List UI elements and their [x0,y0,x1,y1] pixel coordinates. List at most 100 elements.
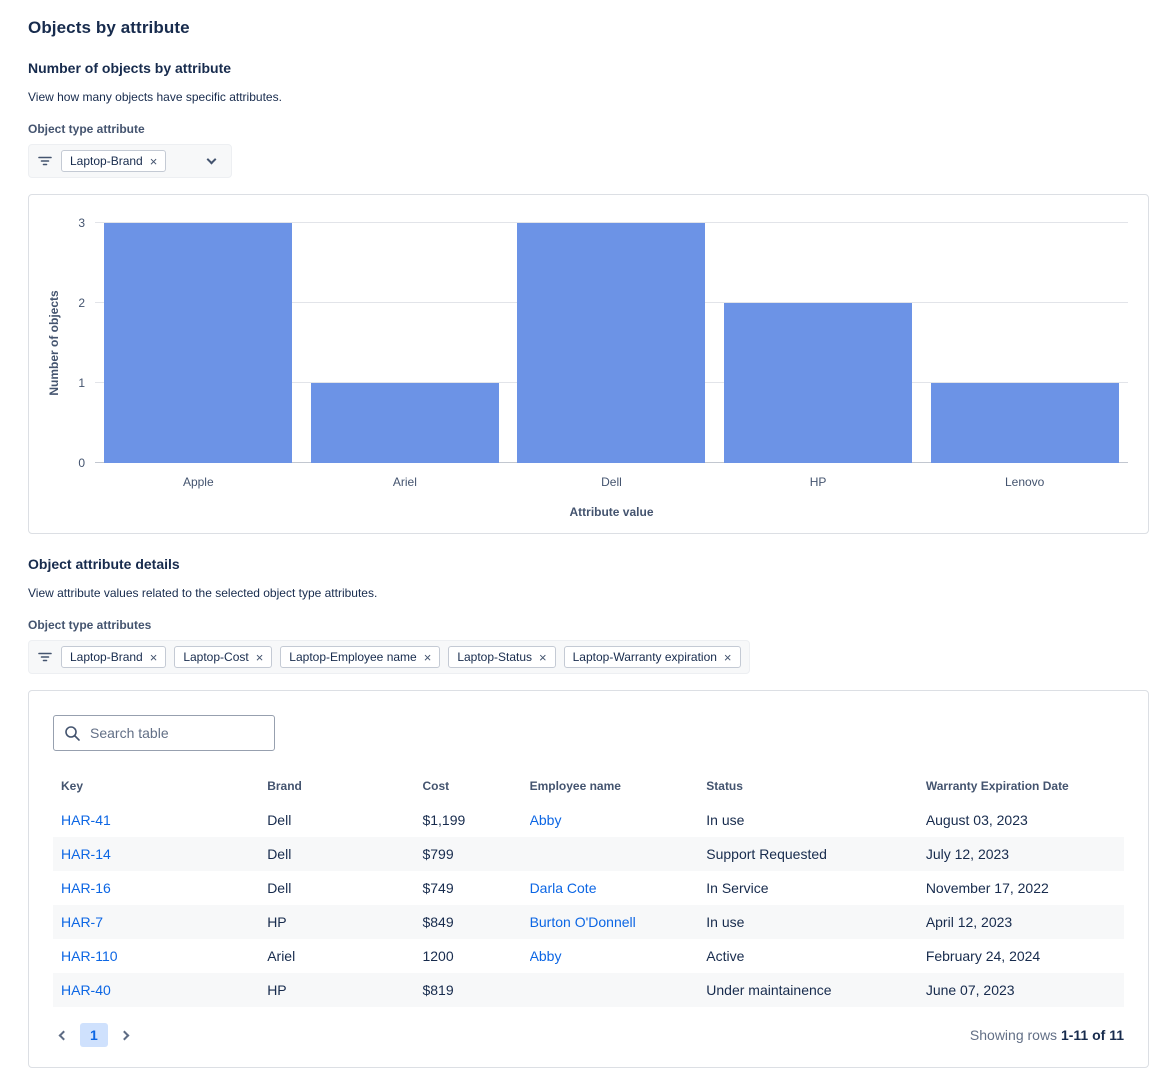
table-row: HAR-40 HP $819 Under maintainence June 07, 2… [53,973,1124,1007]
table-row: HAR-7 HP $849 Burton O'Donnell In use April 1… [53,905,1124,939]
plot-column: Apple Ariel Dell HP Lenovo Attribute value [95,222,1128,519]
employee-link[interactable]: Abby [529,948,562,964]
cell-employee-name: Burton O'Donnell [530,905,707,939]
cell-brand: HP [267,982,287,998]
bar-hp[interactable] [724,303,913,463]
pager: 1 [53,1023,135,1047]
section-description: View attribute values related to the sel… [28,586,378,600]
bar-apple[interactable] [104,223,293,463]
employee-link[interactable]: Abby [529,812,562,828]
x-axis-labels: Apple Ariel Dell HP Lenovo [95,475,1128,489]
cell-employee-name [530,837,707,871]
filter-label: Object type attribute [28,122,145,136]
bar-ariel[interactable] [310,383,499,463]
cell-brand: Dell [267,880,292,896]
column-header-key[interactable]: Key [61,779,84,793]
bar-dell[interactable] [517,223,706,463]
bar-band [302,223,509,463]
search-icon [63,724,81,747]
object-key-link[interactable]: HAR-14 [61,846,111,862]
y-tick-label: 3 [78,216,85,230]
bar-lenovo[interactable] [930,383,1119,463]
cell-status: Active [706,948,745,964]
cell-warranty-expiration-date: April 12, 2023 [925,914,1013,930]
cell-key: HAR-40 [53,973,267,1007]
x-tick-label: Ariel [392,475,417,489]
object-key-link[interactable]: HAR-40 [61,982,111,998]
cell-cost: $819 [422,982,454,998]
bar-band [95,223,302,463]
cell-brand: Ariel [267,948,296,964]
cell-brand: Dell [267,846,292,862]
cell-warranty-expiration-date: November 17, 2022 [925,880,1049,896]
chevron-left-icon [58,1030,69,1040]
cell-warranty-expiration-date: August 03, 2023 [925,812,1028,828]
object-key-link[interactable]: HAR-16 [61,880,111,896]
filter-tag[interactable]: Laptop-Status × [448,646,556,668]
column-header-warranty-expiration-date[interactable]: Warranty Expiration Date [925,779,1069,793]
remove-tag-icon[interactable]: × [723,649,732,665]
filter-tag-label: Laptop-Cost [183,650,249,664]
column-header-status[interactable]: Status [706,779,743,793]
cell-key: HAR-41 [53,803,267,837]
y-tick-label: 2 [78,296,85,311]
cell-employee-name: Abby [530,803,707,837]
y-tick-label: 0 [78,456,85,470]
filter-tag[interactable]: Laptop-Brand × [61,646,167,668]
filter-tag-label: Laptop-Status [457,650,533,664]
y-tick-label: 1 [78,376,85,391]
cell-employee-name [530,973,707,1007]
search-table-input[interactable] [53,715,275,751]
bar-band [921,223,1128,463]
filter-tag[interactable]: Laptop-Employee name × [280,646,441,668]
prev-page-button[interactable] [53,1026,74,1045]
remove-tag-icon[interactable]: × [539,649,547,665]
y-axis-title: Number of objects [47,290,61,396]
next-page-button[interactable] [114,1026,135,1045]
column-header-employee-name[interactable]: Employee name [529,779,621,793]
object-key-link[interactable]: HAR-110 [61,948,118,964]
object-type-attribute-select[interactable]: Laptop-Brand × [28,144,232,178]
object-key-link[interactable]: HAR-41 [61,812,111,828]
chevron-down-icon[interactable] [206,154,217,164]
cell-warranty-expiration-date: February 24, 2024 [925,948,1041,964]
object-type-attributes-select[interactable]: Laptop-Brand × Laptop-Cost × Laptop-Employee… [28,640,750,674]
cell-key: HAR-16 [53,871,267,905]
page-title: Objects by attribute [28,18,190,37]
filter-tag[interactable]: Laptop-Cost × [174,646,273,668]
remove-tag-icon[interactable]: × [149,153,158,169]
object-key-link[interactable]: HAR-7 [61,914,104,930]
gridline [95,222,1128,223]
cell-cost: $1,199 [422,812,466,828]
rows-summary-range: 1-11 of 11 [1060,1027,1124,1043]
filter-tag[interactable]: Laptop-Warranty expiration × [563,646,741,668]
bar-band [715,223,922,463]
filter-tag[interactable]: Laptop-Brand × [61,150,167,172]
x-axis-title: Attribute value [569,505,654,519]
remove-tag-icon[interactable]: × [423,649,432,665]
filter-tag-label: Laptop-Brand [70,650,143,664]
rows-summary: Showing rows 1-11 of 11 [970,1027,1124,1043]
chart-card: Number of objects 0 1 2 3 Apple Ariel Dell HP L… [28,194,1149,534]
cell-cost: $799 [422,846,454,862]
attribute-details-table: Key Brand Cost Employee name Status Warranty … [53,769,1124,1007]
x-tick-label: Dell [601,475,622,489]
current-page-button[interactable]: 1 [80,1023,108,1047]
column-header-cost[interactable]: Cost [422,779,450,793]
chevron-right-icon [119,1030,130,1040]
employee-link[interactable]: Burton O'Donnell [529,914,636,930]
chart-bars [95,223,1128,463]
object-type-attributes-tags: Laptop-Brand × Laptop-Cost × Laptop-Employee… [61,646,741,668]
remove-tag-icon[interactable]: × [255,649,264,665]
object-attribute-details-section: Object attribute details View attribute … [28,556,1149,1068]
cell-key: HAR-14 [53,837,267,871]
cell-warranty-expiration-date: June 07, 2023 [925,982,1015,998]
table-row: HAR-110 Ariel 1200 Abby Active February 24, 2… [53,939,1124,973]
filter-tag-label: Laptop-Employee name [289,650,417,664]
remove-tag-icon[interactable]: × [149,649,158,665]
employee-link[interactable]: Darla Cote [529,880,597,896]
attribute-details-card: Key Brand Cost Employee name Status Warranty … [28,690,1149,1068]
column-header-brand[interactable]: Brand [267,779,302,793]
table-row: HAR-16 Dell $749 Darla Cote In Service Novemb… [53,871,1124,905]
